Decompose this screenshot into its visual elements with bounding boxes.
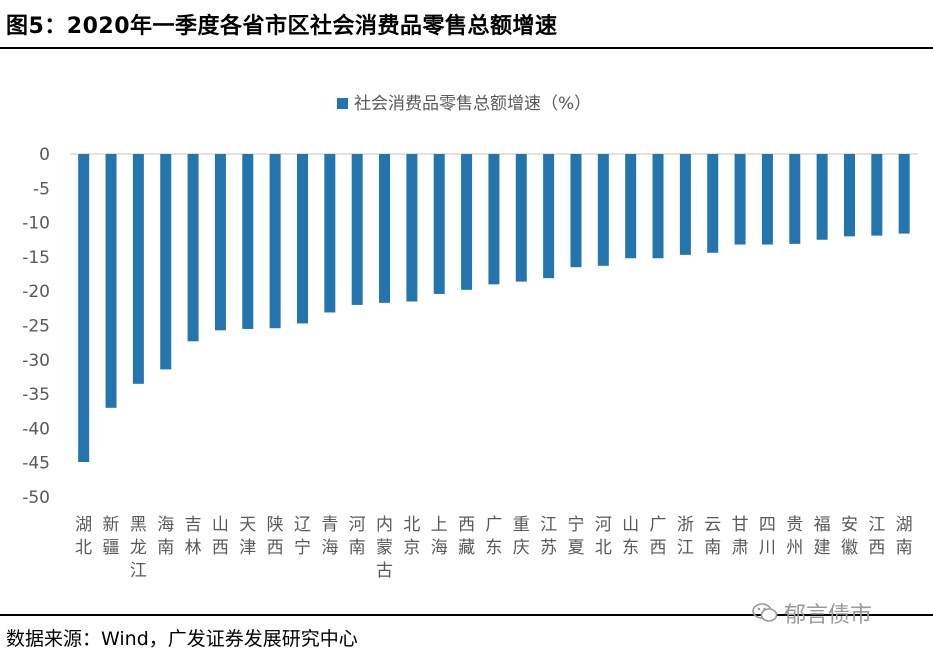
bar-16: [515, 154, 527, 282]
x-tick-label: 甘肃: [732, 515, 749, 558]
chart-legend: 社会消费品零售总额增速（%）: [337, 94, 591, 114]
bar-23: [707, 154, 719, 253]
x-tick-label: 贵州: [786, 515, 803, 558]
x-tick-label: 海南: [157, 515, 174, 558]
bar-26: [789, 154, 801, 244]
bar-30: [898, 154, 910, 234]
x-tick-label: 江苏: [540, 515, 557, 558]
page-title: 图5：2020年一季度各省市区社会消费品零售总额增速: [6, 14, 558, 39]
bar-14: [461, 154, 473, 290]
source-note: 数据来源：Wind，广发证券发展研究中心: [6, 628, 358, 650]
x-category-labels: 湖北新疆黑龙江海南吉林山西天津陕西辽宁青海河南内蒙古北京上海西藏广东重庆江苏宁夏…: [75, 515, 913, 581]
bar-12: [406, 154, 418, 302]
bar-2: [132, 154, 144, 384]
y-tick-label: -40: [22, 419, 50, 439]
bar-25: [761, 154, 773, 245]
y-tick-labels: 0 -5 -10 -15 -20 -25 -30 -35 -40 -45 -50: [22, 145, 50, 508]
legend-label: 社会消费品零售总额增速（%）: [354, 94, 591, 114]
y-tick-label: -30: [22, 351, 50, 371]
bar-4: [187, 154, 199, 342]
x-tick-label: 吉林: [185, 515, 202, 558]
x-tick-label: 河南: [349, 515, 366, 558]
x-tick-label: 西藏: [458, 515, 475, 558]
x-tick-label: 云南: [704, 515, 721, 558]
bottom-divider: [0, 614, 933, 616]
x-tick-label: 内蒙古: [376, 515, 393, 581]
bar-9: [324, 154, 336, 313]
y-tick-label: 0: [39, 145, 50, 165]
y-tick-label: -35: [22, 385, 50, 405]
bar-7: [269, 154, 281, 329]
x-tick-label: 江西: [868, 515, 885, 558]
bar-19: [597, 154, 609, 266]
x-tick-label: 黑龙江: [130, 515, 147, 581]
legend-swatch: [337, 98, 348, 109]
x-tick-label: 四川: [759, 515, 776, 558]
x-tick-label: 北京: [403, 515, 420, 558]
x-tick-label: 福建: [814, 515, 831, 558]
bar-11: [379, 154, 391, 303]
bar-24: [734, 154, 746, 245]
x-tick-label: 湖南: [896, 515, 913, 558]
bar-3: [160, 154, 172, 370]
bar-10: [351, 154, 363, 305]
bars-group: [78, 154, 910, 463]
bar-18: [570, 154, 582, 268]
bar-27: [816, 154, 828, 240]
bar-0: [78, 154, 90, 463]
y-tick-label: -15: [22, 248, 50, 268]
y-tick-label: -5: [33, 179, 50, 199]
x-tick-label: 湖北: [75, 515, 92, 558]
x-tick-label: 重庆: [513, 515, 530, 558]
y-tick-label: -25: [22, 317, 50, 337]
x-tick-label: 山西: [212, 515, 229, 558]
bar-21: [652, 154, 664, 259]
x-tick-label: 宁夏: [567, 515, 584, 558]
bar-6: [242, 154, 254, 329]
top-divider: [0, 47, 933, 49]
x-tick-label: 广西: [650, 515, 667, 558]
bar-13: [433, 154, 445, 294]
x-tick-label: 上海: [431, 515, 448, 558]
title-bar: 图5：2020年一季度各省市区社会消费品零售总额增速: [0, 0, 933, 46]
bar-17: [543, 154, 555, 279]
x-tick-label: 安徽: [841, 515, 858, 558]
bar-22: [679, 154, 691, 255]
bar-chart: 社会消费品零售总额增速（%） 0 -5 -10 -15 -20 -25 -30 -35 -40 -…: [22, 94, 918, 581]
bar-5: [214, 154, 226, 331]
x-tick-label: 青海: [321, 515, 338, 558]
bar-15: [488, 154, 500, 285]
x-tick-label: 河北: [595, 515, 612, 558]
y-tick-label: -50: [22, 488, 50, 508]
y-tick-label: -45: [22, 454, 50, 474]
x-tick-label: 广东: [485, 515, 502, 558]
x-tick-label: 浙江: [677, 515, 694, 558]
bar-29: [871, 154, 883, 236]
bar-28: [843, 154, 855, 237]
y-tick-label: -20: [22, 282, 50, 302]
bar-8: [296, 154, 308, 324]
x-tick-label: 天津: [239, 515, 256, 558]
bar-1: [105, 154, 117, 408]
watermark: 郁言债市: [752, 598, 872, 628]
bar-20: [625, 154, 637, 259]
x-tick-label: 辽宁: [294, 515, 311, 558]
watermark-text: 郁言债市: [784, 603, 873, 628]
y-tick-label: -10: [22, 214, 50, 234]
x-tick-label: 山东: [622, 515, 639, 558]
wechat-icon: [752, 603, 778, 622]
x-tick-label: 陕西: [267, 515, 284, 558]
x-tick-label: 新疆: [103, 515, 120, 558]
